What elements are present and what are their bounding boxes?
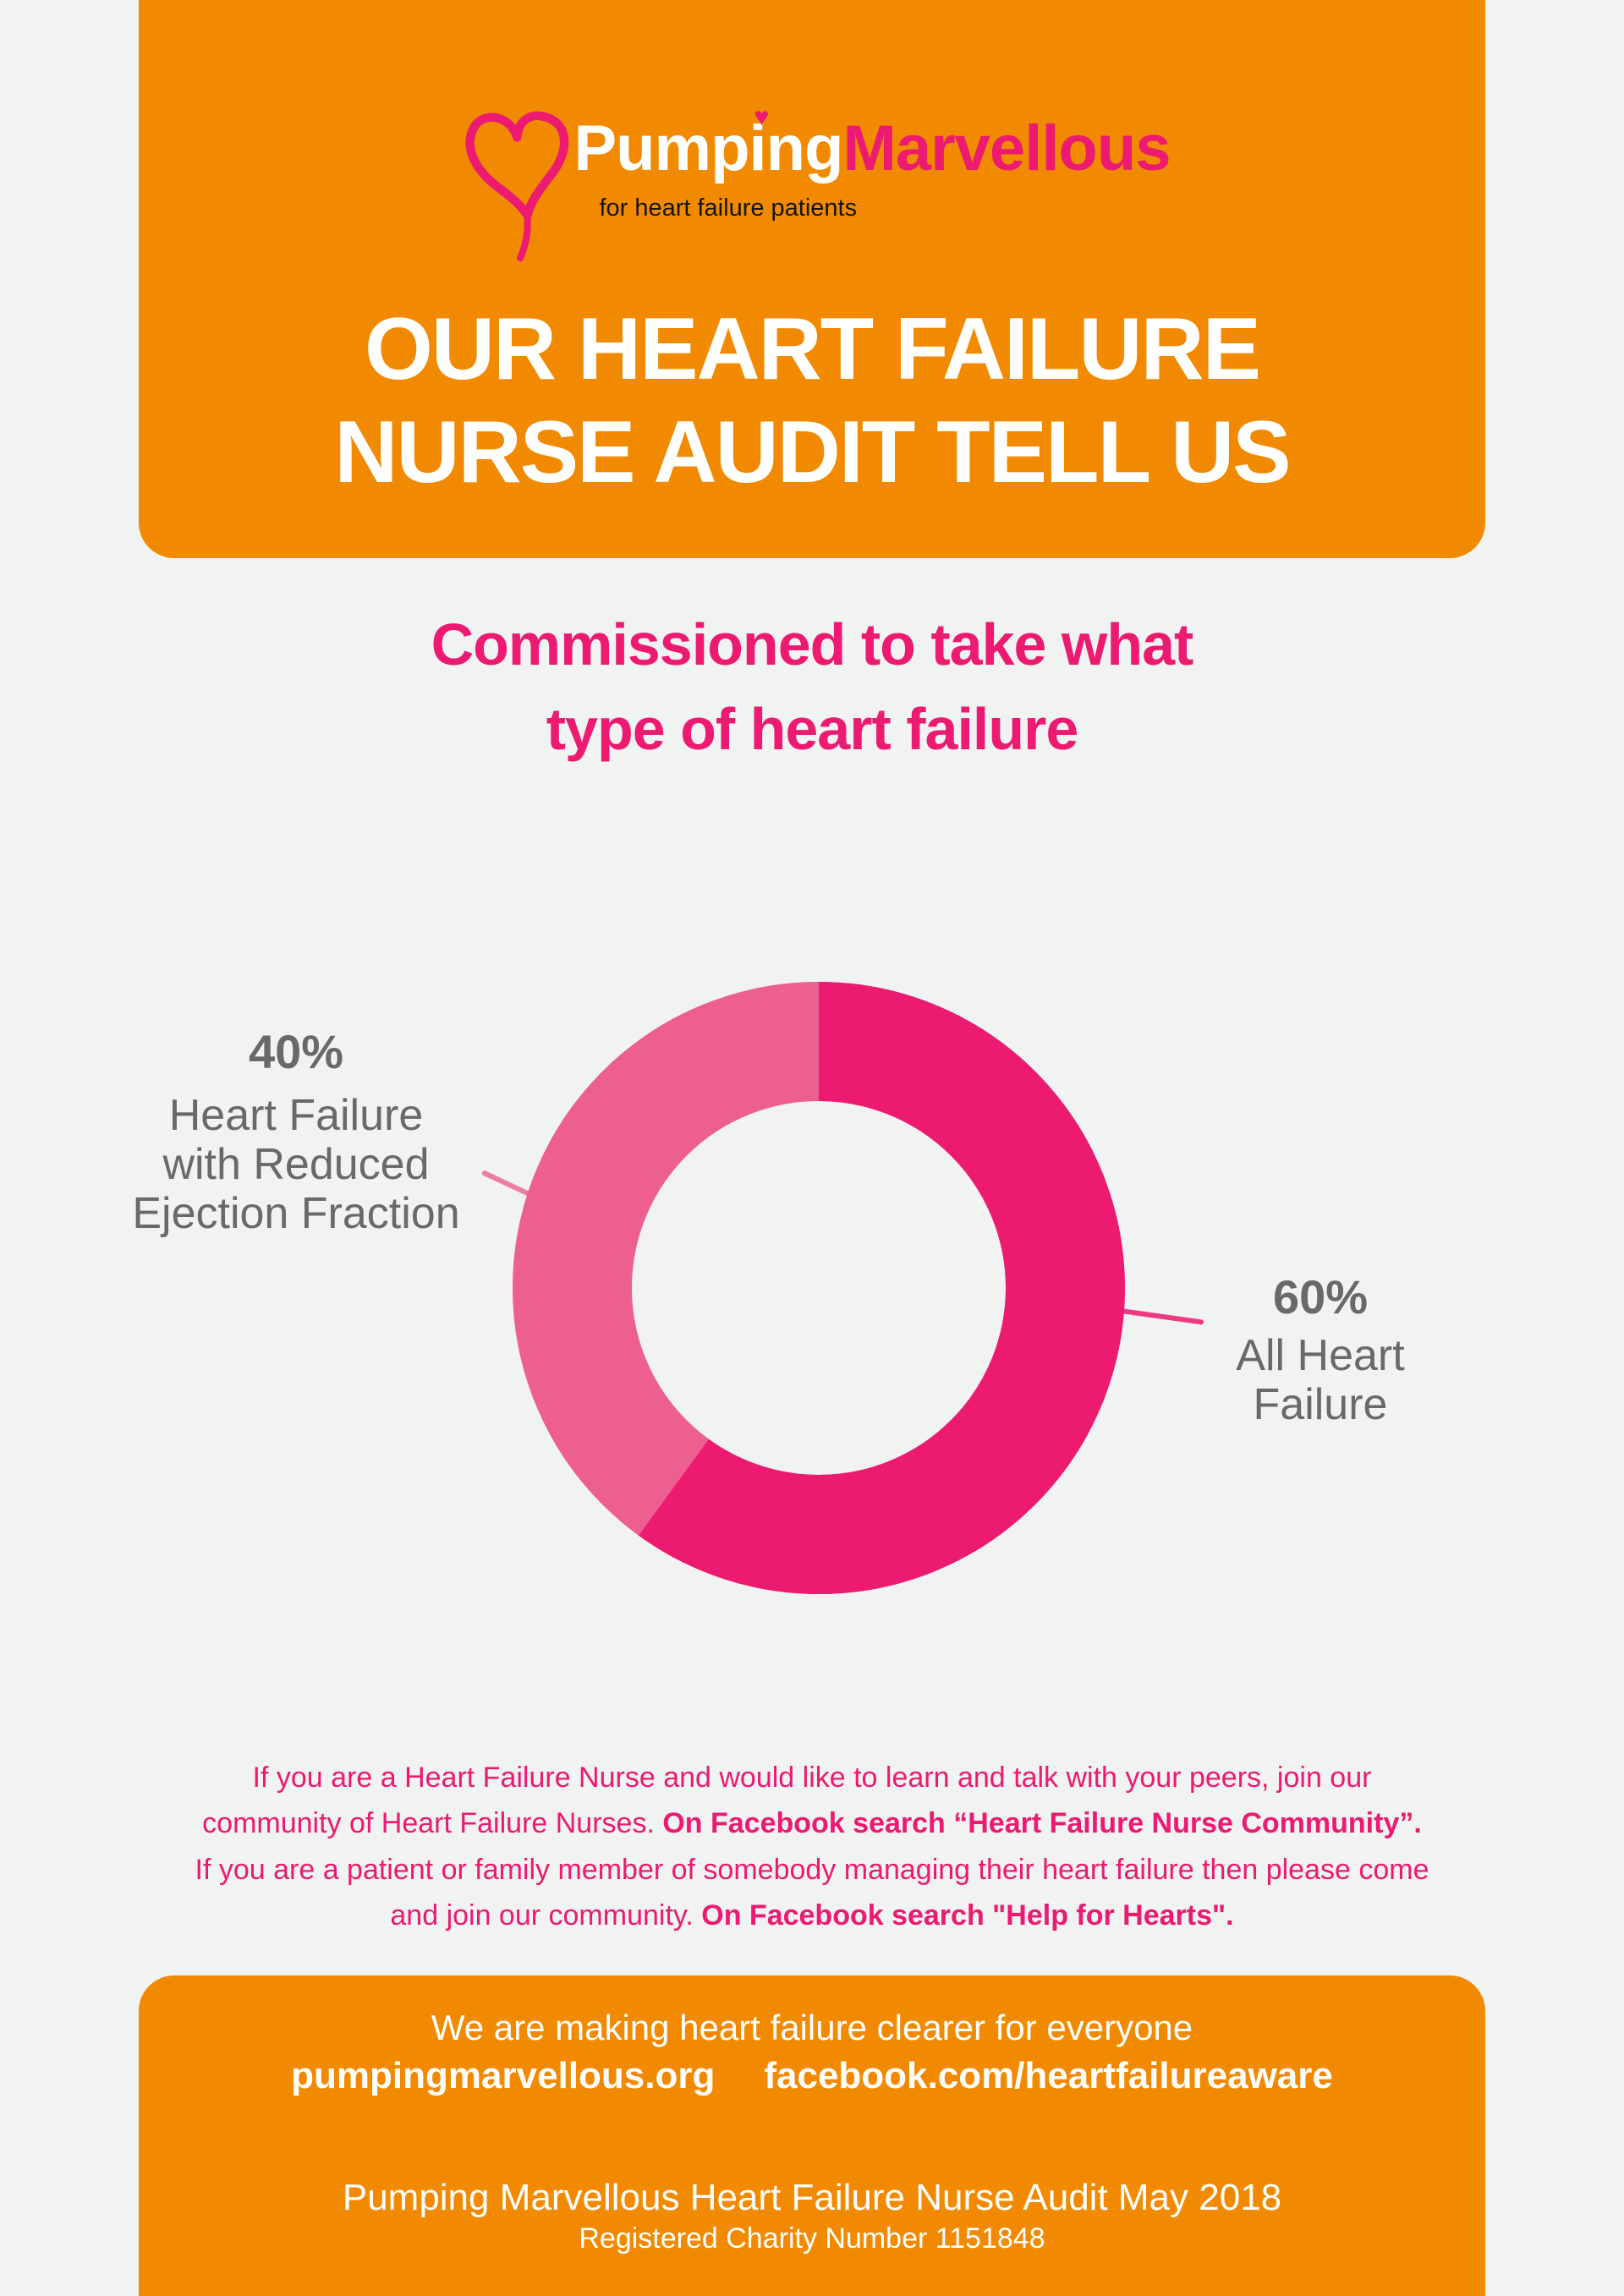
footer-charity-number: Registered Charity Number 1151848 [579,2222,1045,2255]
footer-website-url: pumpingmarvellous.org [291,2055,716,2096]
callout-40-percent: 40% [248,1025,344,1078]
heart-outline-icon [465,111,569,262]
callout-label-60: 60% All Heart Failure [1164,1269,1477,1429]
paragraph-2-line-1: If you are a patient or family member of… [195,1854,1429,1886]
paragraph-1-line-2: community of Heart Failure Nurses. On Fa… [93,1800,1531,1846]
page-title-line-2: NURSE AUDIT TELL US [334,403,1291,501]
donut-chart-area: 40% Heart Failure with Reduced Ejection … [0,982,1624,1650]
footer-panel: We are making heart failure clearer for … [139,1975,1485,2296]
brand-logo: PumpingMarvellous ♥ for heart failure pa… [139,91,1485,264]
paragraph-nurse-community: If you are a Heart Failure Nurse and wou… [93,1755,1531,1846]
heart-dot-icon: ♥ [754,103,769,131]
callout-60-percent: 60% [1272,1270,1369,1323]
paragraph-help-for-hearts: If you are a patient or family member of… [93,1847,1531,1938]
brand-text: PumpingMarvellous ♥ for heart failure pa… [573,91,1171,222]
page-title-line-1: OUR HEART FAILURE [365,300,1261,398]
donut-chart [513,982,1125,1594]
footer-links: pumpingmarvellous.org facebook.com/heart… [139,2055,1485,2097]
callout-40-line-3: Ejection Fraction [132,1189,460,1238]
donut-segment-60 [513,982,1125,1594]
paragraph-2-line-2: and join our community. On Facebook sear… [93,1893,1531,1938]
footer-audit-line: Pumping Marvellous Heart Failure Nurse A… [342,2177,1282,2218]
chart-heading-line-2: type of heart failure [546,696,1079,762]
paragraph-2-line-2-normal: and join our community. [390,1899,702,1932]
brand-name-marvellous: Marvellous [842,112,1171,184]
brand-name: PumpingMarvellous ♥ [573,105,1171,181]
callout-60-line-1: All Heart Failure [1236,1331,1405,1429]
brand-name-pumping: Pumping [573,112,843,184]
footer-tagline: We are making heart failure clearer for … [431,2008,1193,2047]
callout-40-line-1: Heart Failure [168,1091,424,1140]
paragraph-1-line-1: If you are a Heart Failure Nurse and wou… [252,1762,1372,1794]
paragraph-2-line-2-bold: On Facebook search "Help for Hearts". [701,1899,1234,1932]
page-title: OUR HEART FAILURE NURSE AUDIT TELL US [139,298,1485,504]
header-panel: PumpingMarvellous ♥ for heart failure pa… [139,0,1485,558]
brand-tagline: for heart failure patients [599,195,858,222]
chart-heading-line-1: Commissioned to take what [431,611,1194,677]
callout-label-40: 40% Heart Failure with Reduced Ejection … [118,1024,474,1238]
paragraph-1-line-2-normal: community of Heart Failure Nurses. [202,1807,663,1839]
callout-40-line-2: with Reduced [162,1140,430,1189]
chart-heading: Commissioned to take what type of heart … [0,602,1624,771]
paragraph-1-line-2-bold: On Facebook search “Heart Failure Nurse … [662,1807,1422,1839]
footer-facebook-url: facebook.com/heartfailureaware [764,2055,1333,2096]
